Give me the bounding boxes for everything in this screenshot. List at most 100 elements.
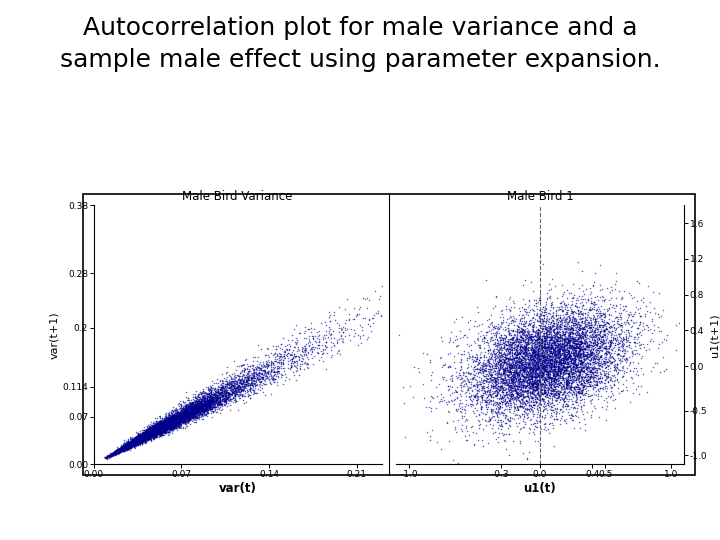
Point (502, 391, 513, 400)
Point (623, 328, 634, 337)
Point (246, 381, 258, 389)
Point (518, 350, 530, 359)
Point (512, 336, 523, 345)
Point (523, 295, 535, 304)
Point (526, 362, 538, 370)
Point (507, 315, 518, 324)
Point (116, 444, 127, 453)
Point (234, 376, 246, 385)
Point (125, 437, 136, 446)
Point (500, 318, 512, 327)
Point (160, 416, 171, 424)
Point (170, 420, 181, 428)
Point (135, 435, 146, 444)
Point (181, 407, 193, 415)
Point (505, 341, 517, 350)
Point (255, 363, 266, 372)
Point (184, 409, 196, 417)
Point (139, 433, 150, 442)
Point (537, 349, 549, 357)
Point (135, 437, 146, 446)
Point (567, 325, 579, 334)
Point (183, 415, 194, 423)
Point (271, 350, 283, 359)
Point (619, 345, 631, 353)
Point (482, 367, 494, 375)
Point (575, 354, 586, 363)
Point (590, 320, 601, 328)
Point (229, 386, 240, 395)
Point (165, 412, 176, 421)
Point (105, 451, 117, 460)
Point (503, 416, 514, 424)
Point (522, 383, 534, 391)
Point (639, 325, 650, 333)
Point (217, 390, 229, 399)
Point (131, 437, 143, 446)
Point (536, 375, 548, 383)
Point (536, 322, 548, 330)
Point (532, 347, 544, 355)
Point (567, 349, 578, 357)
Point (242, 379, 253, 387)
Point (182, 407, 194, 415)
Point (580, 341, 592, 350)
Point (519, 392, 531, 401)
Point (123, 445, 135, 454)
Point (179, 406, 190, 414)
Point (543, 309, 554, 318)
Point (233, 374, 244, 382)
Point (251, 370, 262, 379)
Point (516, 357, 528, 366)
Point (590, 339, 601, 348)
Point (147, 428, 158, 436)
Point (546, 395, 557, 404)
Point (126, 438, 138, 447)
Point (180, 418, 192, 427)
Point (498, 383, 510, 391)
Point (505, 344, 517, 353)
Point (107, 450, 118, 458)
Point (163, 418, 174, 427)
Point (160, 419, 171, 428)
Point (527, 325, 539, 334)
Point (144, 427, 156, 435)
Point (152, 422, 163, 430)
Point (190, 395, 202, 404)
Point (527, 352, 539, 361)
Point (143, 434, 155, 442)
Point (153, 420, 164, 429)
Point (212, 390, 224, 399)
Point (510, 387, 521, 396)
Point (546, 298, 558, 307)
Point (141, 424, 153, 433)
Point (594, 365, 606, 374)
Point (123, 440, 135, 448)
Point (193, 398, 204, 407)
Point (610, 341, 621, 349)
Point (531, 304, 542, 313)
Point (485, 360, 497, 368)
Point (220, 369, 232, 377)
Point (600, 353, 612, 362)
Point (528, 401, 540, 409)
Point (164, 417, 176, 426)
Point (161, 417, 173, 426)
Point (549, 338, 560, 346)
Point (304, 346, 315, 354)
Point (189, 409, 201, 417)
Point (175, 423, 186, 432)
Point (541, 346, 552, 354)
Point (515, 384, 526, 393)
Point (168, 415, 179, 423)
Point (577, 375, 589, 384)
Point (598, 371, 610, 380)
Point (537, 372, 549, 380)
Point (471, 350, 482, 359)
Point (584, 360, 595, 368)
Point (147, 418, 158, 427)
Point (557, 400, 569, 409)
Point (549, 367, 560, 376)
Point (506, 335, 518, 343)
Point (208, 400, 220, 409)
